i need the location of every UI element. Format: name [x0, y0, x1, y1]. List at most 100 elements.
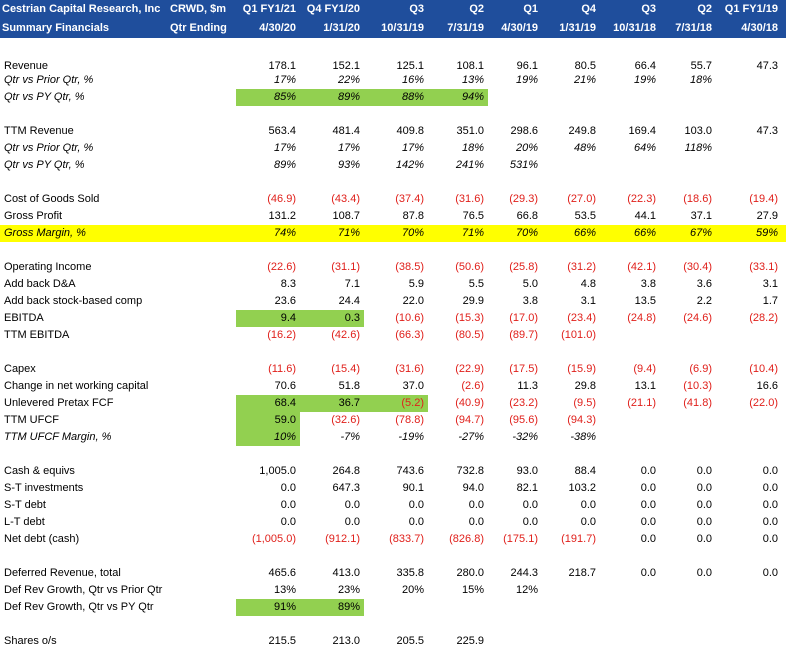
table-cell: 225.9 — [456, 635, 484, 647]
table-cell: (101.0) — [561, 329, 596, 341]
table-cell: (27.0) — [567, 193, 596, 205]
row-highlight — [0, 225, 786, 242]
table-cell: 16.6 — [756, 380, 778, 392]
row-label: Unlevered Pretax FCF — [4, 397, 114, 409]
table-cell: 36.7 — [300, 395, 364, 412]
table-cell: (31.6) — [395, 363, 424, 375]
row-label: S-T investments — [4, 482, 84, 494]
table-row: Operating Income (22.6) (31.1) (38.5) (50.6)… — [0, 259, 786, 276]
table-cell: 0.0 — [762, 499, 778, 511]
table-cell: 0.0 — [762, 482, 778, 494]
table-cell — [600, 412, 660, 429]
table-row: EBITDA 9.4 0.3 (10.6) (15.3) (17.0) (23.4) (24.… — [0, 310, 786, 327]
table-row: TTM Revenue 563.4 481.4 409.8 351.0 298.6 249.… — [0, 123, 786, 140]
table-cell: 27.9 — [756, 210, 778, 222]
header-cell: CRWD, $m — [170, 3, 227, 15]
table-cell — [660, 599, 716, 616]
table-cell: (833.7) — [389, 533, 424, 545]
table-cell: 82.1 — [516, 482, 538, 494]
table-cell: 23% — [337, 584, 360, 596]
table-cell — [716, 599, 782, 616]
table-cell: 125.1 — [396, 60, 424, 72]
row-label: S-T debt — [4, 499, 46, 511]
table-cell: 1.7 — [762, 295, 778, 307]
table-cell: 0.0 — [280, 516, 296, 528]
table-cell: 178.1 — [268, 60, 296, 72]
table-cell: 89% — [273, 159, 296, 171]
table-row: S-T debt 0.0 0.0 0.0 0.0 0.0 0.0 0.0 0.0 0.0 — [0, 497, 786, 514]
row-label: Add back stock-based comp — [4, 295, 143, 307]
table-cell: 0.0 — [280, 499, 296, 511]
table-cell: 0.0 — [408, 516, 424, 528]
table-cell: 0.0 — [762, 516, 778, 528]
table-cell — [600, 429, 660, 446]
table-cell: (23.2) — [509, 397, 538, 409]
table-cell: 298.6 — [510, 125, 538, 137]
table-cell: 10% — [236, 429, 300, 446]
table-cell: 47.3 — [756, 60, 778, 72]
table-cell: 18% — [689, 74, 712, 86]
table-cell: (22.6) — [267, 261, 296, 273]
table-cell: (23.4) — [567, 312, 596, 324]
table-cell: 44.1 — [634, 210, 656, 222]
header-cell: Q3 — [641, 3, 656, 15]
table-cell: (191.7) — [561, 533, 596, 545]
row-label: Def Rev Growth, Qtr vs PY Qtr — [4, 601, 154, 613]
row-label: Shares o/s — [4, 635, 57, 647]
table-cell: 17% — [273, 74, 296, 86]
table-cell: (175.1) — [503, 533, 538, 545]
table-cell: 59.0 — [236, 412, 300, 429]
table-cell: 17% — [273, 142, 296, 154]
table-cell: 244.3 — [510, 567, 538, 579]
table-cell: 335.8 — [396, 567, 424, 579]
table-cell: 0.0 — [640, 516, 656, 528]
table-row: Gross Margin, % 74% 71% 70% 71% 70% 66% 66% 67% 5… — [0, 225, 786, 242]
table-cell: 93.0 — [516, 465, 538, 477]
table-cell: 0.0 — [408, 499, 424, 511]
table-cell: 66.8 — [516, 210, 538, 222]
table-cell — [600, 157, 660, 174]
table-cell — [488, 599, 542, 616]
table-cell: (24.6) — [683, 312, 712, 324]
table-cell: 3.1 — [762, 278, 778, 290]
table-cell: 5.9 — [408, 278, 424, 290]
table-cell: 0.0 — [580, 516, 596, 528]
table-cell: 66% — [633, 227, 656, 239]
table-cell: 118% — [684, 142, 712, 154]
table-cell: (2.6) — [461, 380, 484, 392]
table-cell: (94.3) — [567, 414, 596, 426]
table-cell: 3.8 — [640, 278, 656, 290]
table-cell: 3.8 — [522, 295, 538, 307]
table-cell: 37.0 — [402, 380, 424, 392]
table-cell — [716, 72, 782, 89]
row-label: EBITDA — [4, 312, 44, 324]
table-cell: 264.8 — [332, 465, 360, 477]
table-cell: (94.7) — [455, 414, 484, 426]
table-cell: (89.7) — [509, 329, 538, 341]
table-cell: 142% — [395, 159, 424, 171]
table-cell — [660, 89, 716, 106]
table-row: Def Rev Growth, Qtr vs Prior Qtr 13% 23% 20… — [0, 582, 786, 599]
table-row: Change in net working capital 70.6 51.8 37.… — [0, 378, 786, 395]
table-cell: 241% — [455, 159, 484, 171]
header-cell: Q2 — [469, 3, 484, 15]
table-cell — [542, 582, 600, 599]
table-cell: (37.4) — [395, 193, 424, 205]
row-label: TTM Revenue — [4, 125, 74, 137]
table-cell: 0.0 — [762, 567, 778, 579]
table-cell: 647.3 — [332, 482, 360, 494]
table-cell: (31.6) — [455, 193, 484, 205]
table-cell: 13% — [273, 584, 296, 596]
table-cell: 7.1 — [344, 278, 360, 290]
table-cell: 0.0 — [640, 567, 656, 579]
table-cell — [542, 157, 600, 174]
table-cell: (29.3) — [509, 193, 538, 205]
table-cell: (95.6) — [509, 414, 538, 426]
table-row: Unlevered Pretax FCF 68.4 36.7 (5.2) (40.9) (… — [0, 395, 786, 412]
header-cell: Q1 FY1/19 — [724, 3, 778, 15]
table-cell: (43.4) — [331, 193, 360, 205]
table-cell: 19% — [633, 74, 656, 86]
table-cell: (40.9) — [455, 397, 484, 409]
table-cell: (11.6) — [268, 363, 296, 375]
table-cell — [716, 412, 782, 429]
